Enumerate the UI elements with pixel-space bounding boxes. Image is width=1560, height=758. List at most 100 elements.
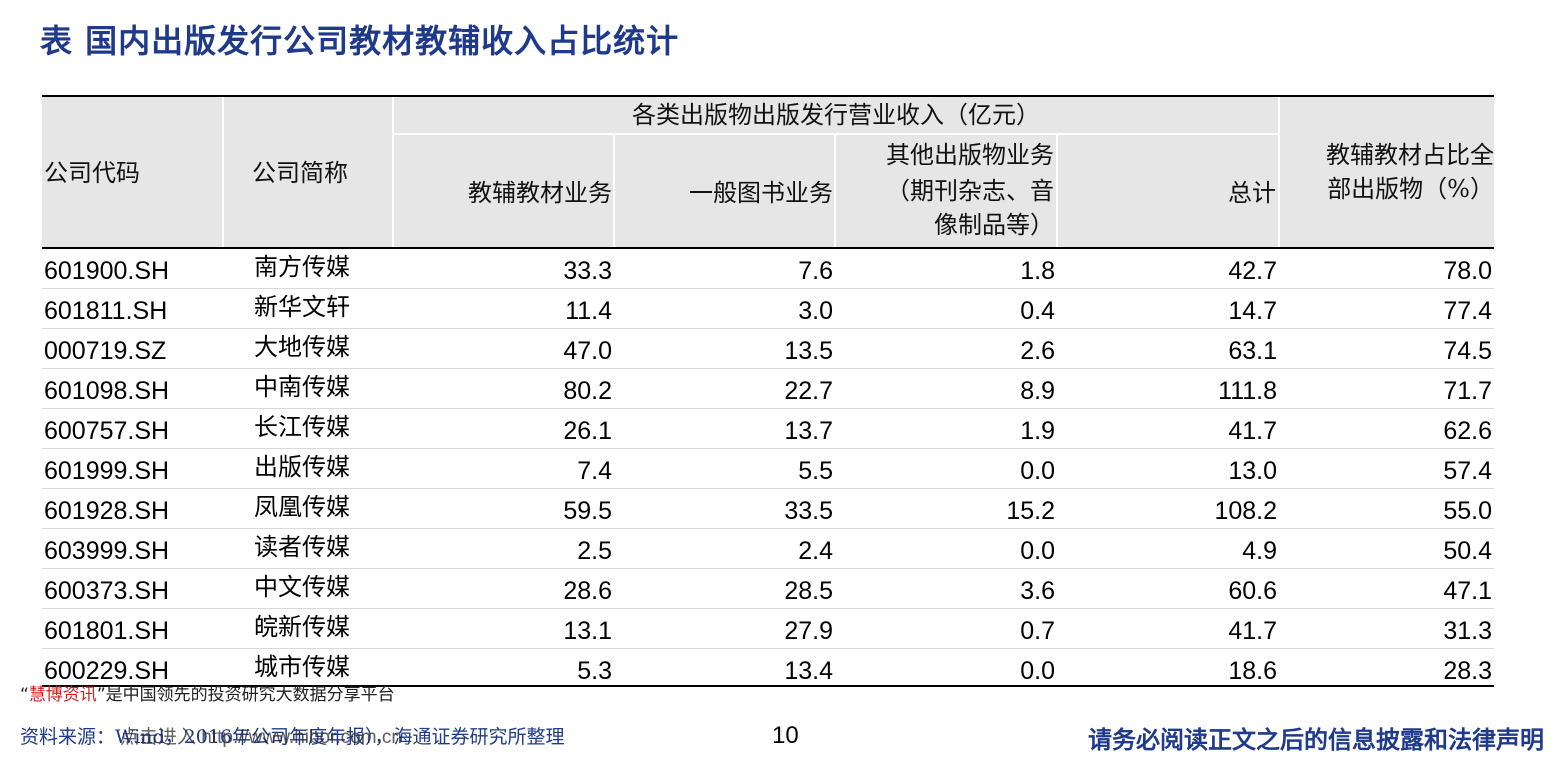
cell-textbook: 80.2 — [563, 377, 612, 405]
table-row: 000719.SZ 大地传媒 47.0 13.5 2.6 63.1 74.5 — [42, 329, 1494, 369]
cell-ratio: 47.1 — [1443, 577, 1492, 605]
header-divider — [1278, 97, 1280, 247]
cell-other: 0.4 — [1020, 297, 1055, 325]
cell-code: 600229.SH — [44, 657, 170, 685]
table-row: 601098.SH 中南传媒 80.2 22.7 8.9 111.8 71.7 — [42, 369, 1494, 409]
cell-ratio: 50.4 — [1443, 537, 1492, 565]
row-divider — [42, 368, 1494, 369]
table-row: 603999.SH 读者传媒 2.5 2.4 0.0 4.9 50.4 — [42, 529, 1494, 569]
table-row: 601928.SH 凤凰传媒 59.5 33.5 15.2 108.2 55.0 — [42, 489, 1494, 529]
header-other-line2: （期刊杂志、音 — [886, 177, 1054, 205]
watermark-link[interactable]: 点击进入 http://www.hibor.com.cn — [120, 727, 402, 748]
cell-ratio: 57.4 — [1443, 457, 1492, 485]
cell-general-books: 13.5 — [784, 337, 833, 365]
cell-other: 3.6 — [1020, 577, 1055, 605]
cell-code: 601811.SH — [44, 297, 168, 325]
cell-ratio: 55.0 — [1443, 497, 1492, 525]
header-textbook: 教辅教材业务 — [468, 179, 612, 207]
cell-code: 601900.SH — [44, 257, 170, 285]
header-divider — [1056, 135, 1058, 247]
header-general-books: 一般图书业务 — [689, 179, 833, 207]
cell-total: 60.6 — [1228, 577, 1277, 605]
legal-disclaimer[interactable]: 请务必阅读正文之后的信息披露和法律声明 — [1088, 725, 1544, 754]
cell-total: 42.7 — [1228, 257, 1277, 285]
cell-name: 出版传媒 — [254, 453, 350, 481]
promo-brand-link[interactable]: 慧博资讯 — [28, 685, 97, 705]
cell-name: 长江传媒 — [254, 413, 350, 441]
promo-quote-open: “ — [20, 685, 29, 705]
header-ratio-line1: 教辅教材占比全 — [1326, 141, 1494, 169]
table-row: 600757.SH 长江传媒 26.1 13.7 1.9 41.7 62.6 — [42, 409, 1494, 449]
cell-general-books: 27.9 — [784, 617, 833, 645]
cell-ratio: 74.5 — [1443, 337, 1492, 365]
header-divider — [392, 97, 394, 247]
cell-general-books: 5.5 — [798, 457, 833, 485]
cell-textbook: 7.4 — [577, 457, 612, 485]
table-row: 601801.SH 皖新传媒 13.1 27.9 0.7 41.7 31.3 — [42, 609, 1494, 649]
header-divider — [394, 133, 1278, 135]
header-divider — [222, 97, 224, 247]
cell-general-books: 28.5 — [784, 577, 833, 605]
cell-total: 63.1 — [1228, 337, 1277, 365]
cell-general-books: 33.5 — [784, 497, 833, 525]
page-title: 表 国内出版发行公司教材教辅收入占比统计 — [40, 22, 680, 60]
cell-general-books: 7.6 — [798, 257, 833, 285]
header-divider — [834, 135, 836, 247]
cell-other: 0.0 — [1020, 537, 1055, 565]
cell-code: 600757.SH — [44, 417, 170, 445]
cell-total: 18.6 — [1228, 657, 1277, 685]
cell-ratio: 28.3 — [1443, 657, 1492, 685]
cell-general-books: 13.4 — [784, 657, 833, 685]
cell-name: 大地传媒 — [254, 333, 350, 361]
cell-textbook: 11.4 — [565, 297, 612, 325]
cell-general-books: 3.0 — [798, 297, 833, 325]
cell-other: 0.0 — [1020, 657, 1055, 685]
header-other-line3: 像制品等） — [934, 211, 1054, 239]
cell-name: 读者传媒 — [254, 533, 350, 561]
cell-ratio: 31.3 — [1443, 617, 1492, 645]
cell-ratio: 78.0 — [1443, 257, 1492, 285]
cell-textbook: 33.3 — [563, 257, 612, 285]
cell-other: 8.9 — [1020, 377, 1055, 405]
row-divider — [42, 648, 1494, 649]
cell-name: 皖新传媒 — [254, 613, 350, 641]
cell-total: 4.9 — [1242, 537, 1277, 565]
table-bottom-rule — [42, 685, 1494, 687]
header-ratio-line2: 部出版物（%） — [1327, 175, 1494, 203]
promo-text: 是中国领先的投资研究大数据分享平台 — [105, 685, 395, 705]
row-divider — [42, 408, 1494, 409]
header-other-line1: 其他出版物业务 — [886, 141, 1054, 169]
cell-code: 600373.SH — [44, 577, 170, 605]
table-top-rule — [42, 95, 1494, 97]
row-divider — [42, 488, 1494, 489]
cell-total: 14.7 — [1228, 297, 1277, 325]
cell-general-books: 13.7 — [784, 417, 833, 445]
cell-textbook: 13.1 — [563, 617, 612, 645]
header-divider — [613, 135, 615, 247]
cell-ratio: 62.6 — [1443, 417, 1492, 445]
cell-ratio: 77.4 — [1443, 297, 1492, 325]
table-row: 600373.SH 中文传媒 28.6 28.5 3.6 60.6 47.1 — [42, 569, 1494, 609]
cell-total: 41.7 — [1228, 617, 1277, 645]
source-note: 资料来源：Wind，2016年公司年度年报），海通证券研究所整理 — [20, 726, 565, 748]
cell-code: 601928.SH — [44, 497, 170, 525]
cell-name: 中南传媒 — [254, 373, 350, 401]
row-divider — [42, 528, 1494, 529]
cell-total: 13.0 — [1228, 457, 1277, 485]
cell-general-books: 22.7 — [784, 377, 833, 405]
header-total: 总计 — [1228, 179, 1276, 207]
cell-code: 601801.SH — [44, 617, 170, 645]
page-number: 10 — [772, 722, 799, 749]
cell-other: 15.2 — [1006, 497, 1055, 525]
cell-name: 中文传媒 — [254, 573, 350, 601]
row-divider — [42, 448, 1494, 449]
cell-textbook: 59.5 — [563, 497, 612, 525]
cell-total: 111.8 — [1218, 377, 1277, 405]
cell-textbook: 5.3 — [577, 657, 612, 685]
row-divider — [42, 288, 1494, 289]
table-header: 公司代码 公司简称 各类出版物出版发行营业收入（亿元） 教辅教材业务 一般图书业… — [42, 97, 1494, 247]
cell-textbook: 28.6 — [563, 577, 612, 605]
table-row: 601999.SH 出版传媒 7.4 5.5 0.0 13.0 57.4 — [42, 449, 1494, 489]
cell-textbook: 2.5 — [577, 537, 612, 565]
cell-name: 新华文轩 — [254, 293, 350, 321]
